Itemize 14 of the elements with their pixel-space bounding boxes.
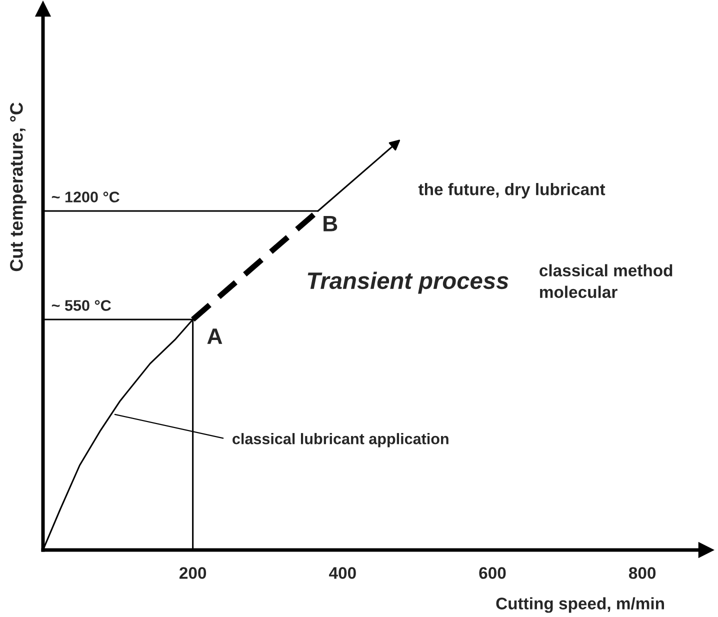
annotation: B [324,216,338,232]
annotation: ~ 1200 °C [52,192,120,202]
annotation: classical lubricant application [232,433,448,448]
x-axis-title: Cutting speed, m/min [496,597,664,613]
x-tick-label: 400 [329,567,356,579]
annotation: Transient process [308,272,508,294]
annotation: ~ 550 °C [52,300,111,311]
x-tick-label: 200 [180,567,206,579]
x-tick-label: 600 [479,567,506,579]
text: the future, dry lubricant [418,183,606,199]
x-tick-label: 800 [628,567,656,579]
annotation: A [207,328,222,344]
annotation: classical method molecular [540,264,672,298]
y-axis-title: Cut temperature, °C [10,102,26,272]
